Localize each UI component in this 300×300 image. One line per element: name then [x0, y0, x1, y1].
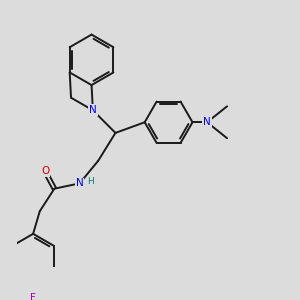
Text: N: N: [89, 105, 97, 115]
Text: N: N: [76, 178, 83, 188]
Text: N: N: [203, 117, 211, 127]
Text: H: H: [87, 177, 94, 186]
Text: O: O: [41, 167, 49, 176]
Text: F: F: [30, 292, 36, 300]
